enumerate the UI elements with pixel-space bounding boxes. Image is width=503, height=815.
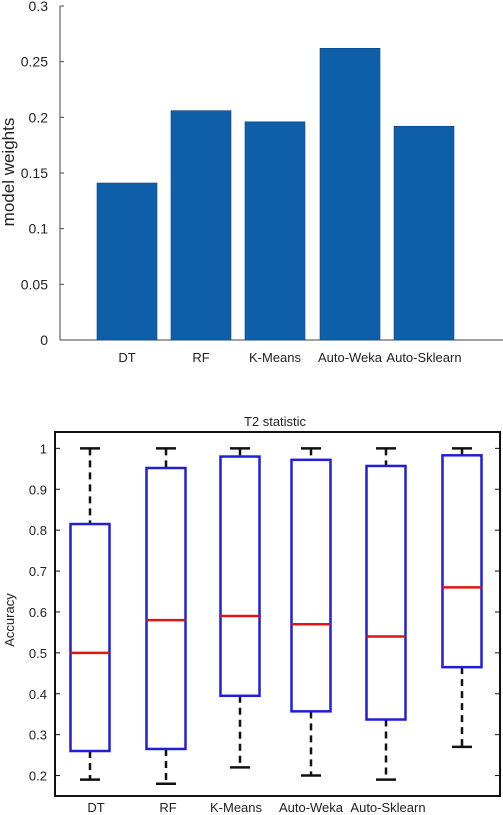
bar-chart-ytick-label: 0.25 bbox=[21, 54, 48, 70]
bar-chart-ylabel: model weights bbox=[0, 118, 18, 227]
box-chart-xtick-label: Auto-Sklearn bbox=[350, 800, 425, 815]
bar-chart: model weights 0 0.05 0.1 0.15 0.2 0.25 0.3 DT RF… bbox=[0, 0, 503, 365]
box-chart-ytick-label: 0.3 bbox=[29, 728, 47, 743]
bar-chart-xtick-label: RF bbox=[192, 350, 209, 365]
box-chart-xtick-label: RF bbox=[159, 800, 176, 815]
bar-chart-xtick-label: Auto-Sklearn bbox=[386, 350, 461, 365]
bar-chart-ytick-label: 0.15 bbox=[21, 165, 48, 181]
box-chart-ytick-label: 0.7 bbox=[29, 564, 47, 579]
box bbox=[69, 522, 111, 753]
box-chart-ytick-label: 0.8 bbox=[29, 523, 47, 538]
box bbox=[365, 464, 407, 721]
bar bbox=[319, 48, 381, 341]
box-chart-xtick-label: DT bbox=[87, 800, 104, 815]
box bbox=[145, 466, 187, 751]
box bbox=[219, 455, 261, 698]
box bbox=[441, 454, 483, 669]
box-chart-ylabel: Accuracy bbox=[2, 593, 17, 647]
box-chart-ytick-label: 0.2 bbox=[29, 769, 47, 784]
bar-chart-ytick-label: 0.05 bbox=[21, 276, 48, 292]
box-chart-frame bbox=[54, 431, 501, 797]
box-chart-ytick-label: 0.4 bbox=[29, 687, 47, 702]
bar-chart-ytick-label: 0.2 bbox=[29, 109, 49, 125]
bar-chart-xtick-label: K-Means bbox=[249, 350, 302, 365]
box bbox=[290, 458, 332, 713]
bar-chart-xtick-label: Auto-Weka bbox=[318, 350, 383, 365]
bar bbox=[393, 125, 455, 341]
box-chart-title: T2 statistic bbox=[244, 414, 307, 429]
bar bbox=[244, 121, 306, 341]
bar bbox=[96, 182, 158, 341]
box-chart-ytick-label: 0.6 bbox=[29, 605, 47, 620]
bar bbox=[170, 110, 232, 341]
box-chart-xtick-label: Auto-Weka bbox=[279, 800, 344, 815]
box-chart-xtick-label: K-Means bbox=[210, 800, 263, 815]
box-chart-ytick-label: 0.9 bbox=[29, 482, 47, 497]
box-chart-ytick-label: 0.5 bbox=[29, 646, 47, 661]
bar-chart-ytick-label: 0.1 bbox=[29, 221, 49, 237]
box-chart-ytick-label: 1 bbox=[40, 441, 47, 456]
bar-chart-ytick-label: 0.3 bbox=[29, 0, 49, 14]
box-chart: T2 statistic Accuracy 0.2 0.3 0.4 0.5 0.6 0.7… bbox=[2, 414, 501, 815]
bar-chart-ytick-label: 0 bbox=[40, 332, 48, 348]
bar-chart-xtick-label: DT bbox=[118, 350, 135, 365]
